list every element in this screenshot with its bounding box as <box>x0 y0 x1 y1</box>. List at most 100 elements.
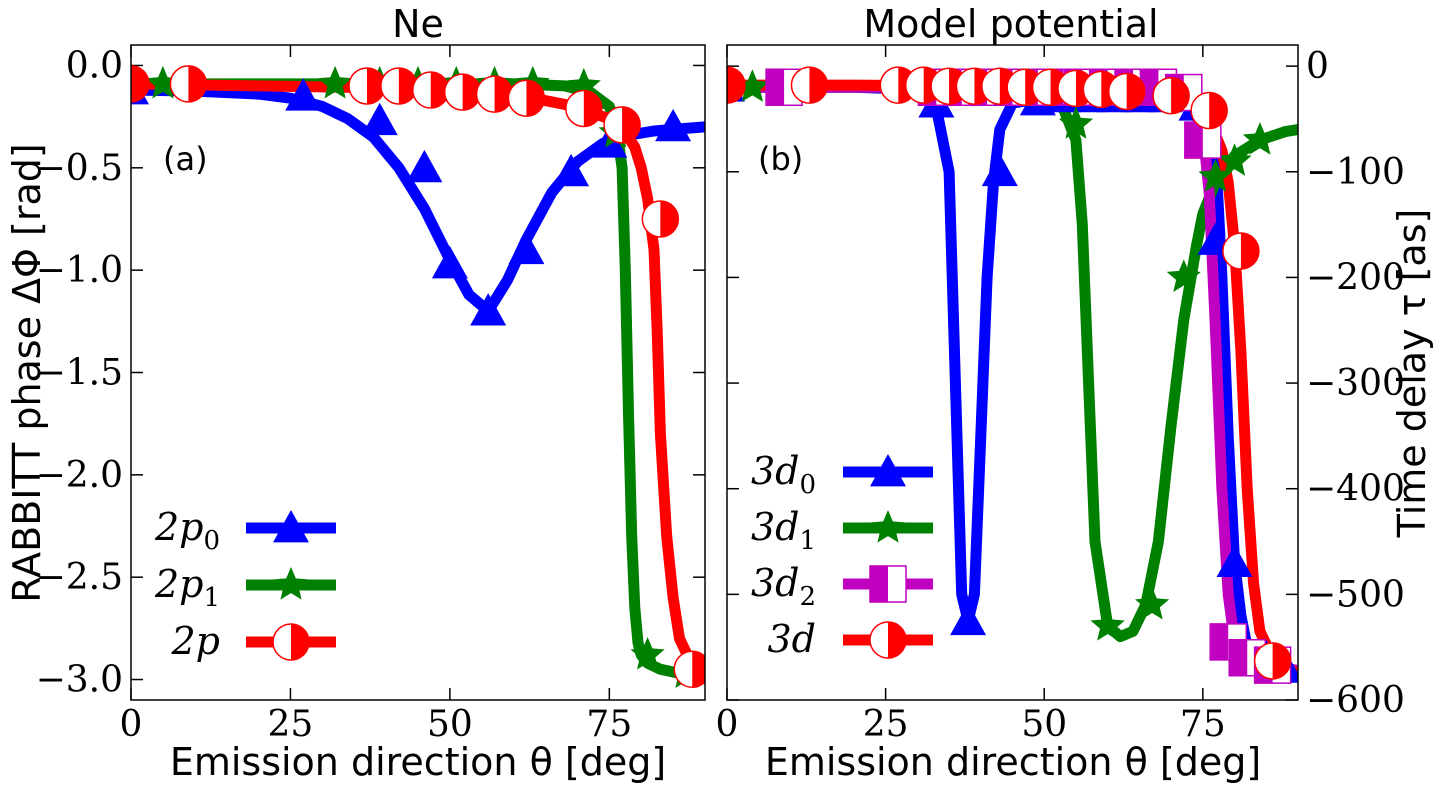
point-3d2 <box>1228 638 1266 677</box>
point-2p <box>380 67 418 105</box>
x-tick-label: 0 <box>716 704 739 745</box>
point-2p <box>412 71 450 109</box>
legend-item-2p1: 2p1 <box>154 562 336 613</box>
point-3d1 <box>1166 259 1201 292</box>
panel-ne-frame <box>130 44 706 701</box>
point-3d1 <box>1058 106 1094 139</box>
legend-label: 3d2 <box>751 561 816 612</box>
panel-model-ticks: 0 25 50 75 0 −100 −200 −300 −400 −500 −600 <box>716 45 1405 745</box>
x-tick-label: 50 <box>1021 704 1067 745</box>
point-3d <box>727 66 746 104</box>
legend-label: 2p1 <box>154 562 220 613</box>
legend-marker-2p0 <box>273 510 309 543</box>
y-tick-label: −500 <box>1306 574 1405 615</box>
y-tick-label: −400 <box>1306 469 1405 510</box>
point-3d <box>790 66 829 104</box>
point-3d1 <box>1198 159 1233 192</box>
point-2p <box>673 650 705 689</box>
point-3d1 <box>1242 122 1278 155</box>
x-tick-label: 75 <box>1180 704 1226 745</box>
legend-item-3d1: 3d1 <box>751 505 933 556</box>
panel-model: Model potential (b) 0 25 50 75 0 −100 −200 −300… <box>716 2 1434 784</box>
legend-label: 3d <box>767 617 816 661</box>
x-tick-label: 75 <box>586 704 632 745</box>
x-tick-label: 50 <box>427 704 473 745</box>
legend-marker-3d <box>869 621 907 659</box>
legend-label: 2p <box>170 619 220 663</box>
panel-ne-ylabel: RABBITT phase ΔΦ [rad] <box>5 143 49 602</box>
panel-ne-ticks: 0 25 50 75 0.0 −0.5 −1.0 −1.5 −2.0 −2.5 −3.0 <box>36 45 705 745</box>
y-tick-label: 0 <box>1306 46 1329 87</box>
point-3d1 <box>735 69 770 102</box>
point-3d1 <box>1217 143 1252 176</box>
point-2p0 <box>470 293 507 326</box>
panel-ne-xlabel: Emission direction θ [deg] <box>170 740 666 784</box>
point-3d0 <box>981 153 1018 187</box>
point-3d <box>1253 642 1292 680</box>
x-tick-label: 0 <box>120 704 143 745</box>
point-2p <box>641 200 680 238</box>
x-tick-label: 25 <box>863 704 909 745</box>
point-3d0 <box>950 602 987 636</box>
panel-ne-series <box>131 65 705 689</box>
point-2p0 <box>553 153 590 187</box>
legend-item-2p0: 2p0 <box>154 505 336 556</box>
point-2p <box>131 65 150 103</box>
y-tick-label: −100 <box>1306 152 1405 193</box>
point-2p <box>475 75 514 113</box>
panel-model-title: Model potential <box>863 2 1158 46</box>
point-3d <box>1222 232 1260 270</box>
legend-item-3d: 3d <box>767 617 933 661</box>
point-2p <box>348 67 386 105</box>
legend-marker-3d0 <box>870 454 906 487</box>
panel-model-xlabel: Emission direction θ [deg] <box>765 740 1261 784</box>
y-tick-label: −600 <box>1306 680 1405 721</box>
y-tick-label: −300 <box>1306 363 1405 404</box>
point-3d <box>1152 76 1190 115</box>
legend-marker-2p <box>272 623 310 661</box>
legend-item-3d0: 3d0 <box>751 449 933 500</box>
point-2p0 <box>285 78 322 111</box>
y-tick-label: 0.0 <box>66 45 123 86</box>
legend-marker-3d2 <box>869 565 907 603</box>
legend-marker-3d1 <box>870 510 906 543</box>
y-tick-label: −2.5 <box>36 557 123 598</box>
legend-item-3d2: 3d2 <box>751 561 933 612</box>
point-3d0 <box>1216 544 1253 578</box>
panel-model-frame <box>726 44 1299 701</box>
y-tick-label: −0.5 <box>36 148 123 189</box>
series-line-2p1 <box>131 78 705 681</box>
panel-ne-legend: 2p0 2p1 2p <box>154 505 336 663</box>
legend-marker-2p1 <box>273 567 309 600</box>
x-tick-label: 25 <box>268 704 314 745</box>
point-3d <box>1190 91 1228 130</box>
point-2p <box>169 65 208 103</box>
y-tick-label: −1.5 <box>36 353 123 394</box>
y-tick-label: −3.0 <box>36 660 123 701</box>
panel-ne-title: Ne <box>392 2 444 46</box>
legend-label: 3d0 <box>751 449 816 500</box>
point-2p0 <box>508 231 545 265</box>
point-2p0 <box>655 108 692 142</box>
point-2p1 <box>318 65 353 99</box>
y-tick-label: −1.0 <box>36 250 123 291</box>
point-2p0 <box>361 102 398 136</box>
panel-model-ylabel-right: Time delay τ [as] <box>1390 209 1434 539</box>
point-2p <box>603 106 641 144</box>
point-3d <box>1107 72 1146 111</box>
y-tick-label: −2.0 <box>36 455 123 496</box>
legend-label: 3d1 <box>751 505 816 556</box>
panel-ne-label: (a) <box>163 140 208 178</box>
point-2p0 <box>431 246 468 279</box>
legend-item-2p: 2p <box>170 619 336 663</box>
point-3d1 <box>1135 586 1170 620</box>
panel-model-label: (b) <box>758 140 803 178</box>
point-3d1 <box>1090 608 1125 641</box>
panel-model-series <box>727 66 1298 684</box>
point-2p0 <box>406 149 443 183</box>
point-2p <box>565 89 603 128</box>
legend-label: 2p0 <box>154 505 220 556</box>
panel-ne: Ne (a) 0 25 50 75 0.0 −0.5 −1.0 −1.5 −2.0 −2.5 −3.… <box>5 2 706 784</box>
